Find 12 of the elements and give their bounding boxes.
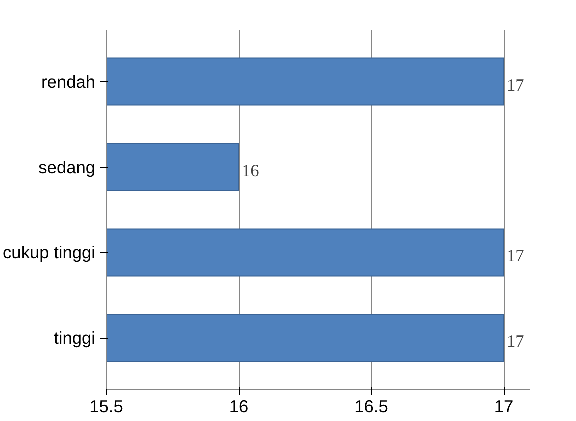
y-tick-label: sedang — [38, 157, 96, 178]
x-tick-label: 16 — [229, 396, 249, 416]
x-tick-label: 16.5 — [354, 396, 388, 416]
data-label: 16 — [242, 161, 260, 180]
y-tick-label: tinggi — [54, 328, 96, 348]
y-tick-label: cukup tinggi — [3, 242, 96, 263]
data-label: 17 — [507, 246, 525, 266]
x-tick-label: 15.5 — [90, 396, 124, 416]
data-label: 17 — [507, 332, 525, 352]
y-tick-label: rendah — [42, 72, 96, 92]
x-tick-label: 17 — [494, 396, 514, 416]
data-label: 17 — [507, 76, 525, 95]
